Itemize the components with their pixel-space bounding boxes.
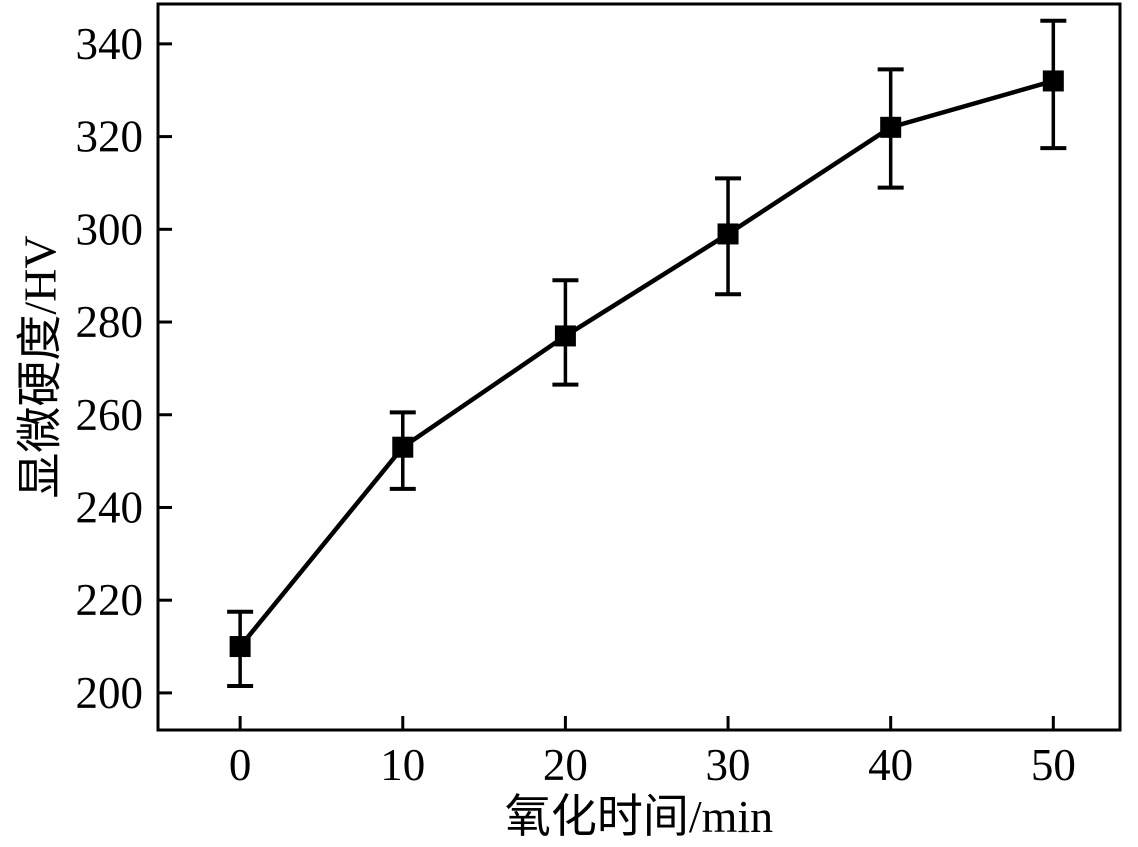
series-line [238,78,1054,648]
y-tick-label-7: 340 [76,19,144,69]
data-point-marker [229,636,251,658]
x-axis-title: 氧化时间/min [504,791,774,842]
x-tick-label-3: 30 [706,740,751,790]
data-point-marker [717,223,739,245]
x-tick-label-2: 20 [543,740,588,790]
x-tick-label-4: 40 [868,740,913,790]
data-point-marker [554,325,576,347]
y-tick-label-1: 220 [76,575,144,625]
x-tick-label-0: 0 [229,740,252,790]
y-axis-title: 显微硬度/HV [14,235,66,499]
x-tick-label-1: 10 [380,740,425,790]
x-tick-label-5: 50 [1031,740,1076,790]
y-tick-label-4: 280 [76,297,144,347]
data-point-marker [392,436,414,458]
y-tick-label-2: 240 [76,482,144,532]
y-tick-label-0: 200 [76,668,144,718]
y-tick-label-5: 300 [76,204,144,254]
data-point-marker [880,116,902,138]
y-tick-label-3: 260 [76,390,144,440]
data-point-marker [1042,70,1064,92]
plot-frame [156,2,1122,732]
y-tick-label-6: 320 [76,112,144,162]
